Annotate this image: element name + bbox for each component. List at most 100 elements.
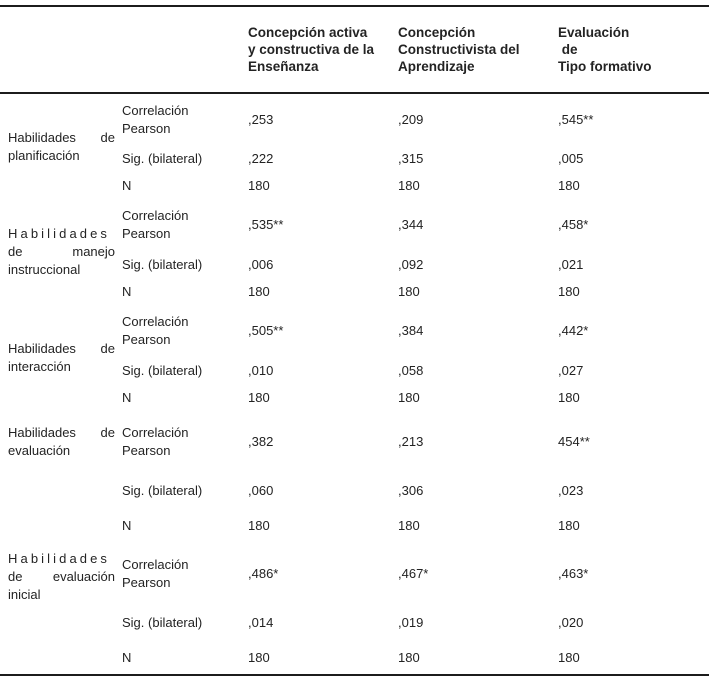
stat-label-n: N [122, 283, 132, 299]
group-label-line: de evaluación [8, 568, 115, 584]
cell-value: 180 [558, 649, 580, 665]
cell-value: ,005 [558, 150, 584, 166]
header-line: Evaluación [558, 25, 630, 40]
cell-value: ,021 [558, 256, 584, 272]
stat-label-pearson: Correlación Pearson [122, 102, 189, 136]
table-row: Sig. (bilateral) ,222 ,315 ,005 [0, 145, 709, 172]
cell-value: ,006 [248, 256, 274, 272]
stat-label-n: N [122, 518, 132, 534]
table-row: N 180 180 180 [0, 509, 709, 543]
group-label: Habilidades de evaluación inicial [0, 543, 122, 675]
group-label-line: instruccional [8, 261, 81, 277]
cell-value: ,442* [558, 323, 589, 339]
header-line: Aprendizaje [398, 59, 475, 74]
table-row: N 180 180 180 [0, 384, 709, 411]
group-evaluacion: Habilidades de evaluación Correlación Pea… [0, 411, 709, 543]
stat-label-sig: Sig. (bilateral) [122, 483, 203, 499]
cell-value: ,505** [248, 323, 284, 339]
cell-value: ,382 [248, 434, 274, 450]
stat-label-n: N [122, 389, 132, 405]
stat-label-n: N [122, 177, 132, 193]
table-header: Concepción activa y constructiva de la E… [0, 6, 709, 94]
cell-value: ,027 [558, 362, 584, 378]
table-row: Sig. (bilateral) ,060 ,306 ,023 [0, 473, 709, 509]
cell-value: ,344 [398, 217, 424, 233]
group-label-line: Habilidades [8, 226, 111, 242]
cell-value: 454** [558, 434, 590, 450]
header-row: Concepción activa y constructiva de la E… [0, 6, 709, 94]
group-manejo-instruccional: Habilidades de manejo instruccional Corre… [0, 199, 709, 305]
cell-value: 180 [558, 389, 580, 405]
group-label-line: planificación [8, 147, 80, 163]
cell-value: 180 [248, 283, 270, 299]
cell-value: 180 [398, 389, 420, 405]
cell-value: ,209 [398, 111, 424, 127]
cell-value: ,315 [398, 150, 424, 166]
cell-value: ,463* [558, 566, 589, 582]
cell-value: 180 [248, 649, 270, 665]
cell-value: 180 [558, 177, 580, 193]
cell-value: ,058 [398, 362, 424, 378]
group-evaluacion-inicial: Habilidades de evaluación inicial Correla… [0, 543, 709, 675]
table-row: Habilidades de evaluación inicial Correla… [0, 543, 709, 605]
column-header-evaluacion-formativa: Evaluación de Tipo formativo [558, 6, 709, 94]
group-label: Habilidades de evaluación [0, 411, 122, 543]
stat-label-n: N [122, 649, 132, 665]
stat-label-sig: Sig. (bilateral) [122, 150, 203, 166]
cell-value: ,060 [248, 483, 274, 499]
cell-value: ,306 [398, 483, 424, 499]
cell-value: 180 [398, 283, 420, 299]
group-label: Habilidades de planificación [0, 93, 122, 199]
group-label-line: Habilidades [8, 551, 111, 566]
cell-value: ,545** [558, 111, 594, 127]
stat-label-sig: Sig. (bilateral) [122, 615, 203, 631]
stat-label-sig: Sig. (bilateral) [122, 256, 203, 272]
column-header-concepcion-activa: Concepción activa y constructiva de la E… [248, 6, 398, 94]
group-label-line: Habilidades de [8, 425, 115, 440]
cell-value: ,535** [248, 217, 284, 233]
group-label-line: interacción [8, 359, 71, 374]
cell-value: ,020 [558, 615, 584, 631]
group-label-line: Habilidades de [8, 129, 115, 145]
header-line: de [558, 42, 578, 57]
table-row: N 180 180 180 [0, 278, 709, 305]
cell-value: ,019 [398, 615, 424, 631]
group-label-line: evaluación [8, 442, 71, 458]
table-row: Habilidades de interacción Correlación Pe… [0, 305, 709, 374]
stat-label-sig: Sig. (bilateral) [122, 362, 203, 378]
table-row: Habilidades de planificación Correlación … [0, 93, 709, 163]
cell-value: ,486* [248, 566, 279, 582]
cell-value: ,467* [398, 566, 429, 582]
table-row: Sig. (bilateral) ,010 ,058 ,027 [0, 357, 709, 384]
stat-label-pearson: Correlación Pearson [122, 425, 189, 458]
group-label: Habilidades de manejo instruccional [0, 199, 122, 305]
table-row: Sig. (bilateral) ,014 ,019 ,020 [0, 605, 709, 641]
table-row: Habilidades de manejo instruccional Corre… [0, 199, 709, 277]
header-line: Concepción activa [248, 25, 368, 40]
cell-value: 180 [398, 649, 420, 665]
group-label-line: inicial [8, 586, 41, 602]
header-spacer-stat [122, 6, 248, 94]
cell-value: 180 [558, 283, 580, 299]
cell-value: ,010 [248, 362, 274, 378]
group-label: Habilidades de interacción [0, 305, 122, 411]
header-line: Tipo formativo [558, 59, 652, 74]
correlation-table: Concepción activa y constructiva de la E… [0, 5, 709, 676]
table-row: Habilidades de evaluación Correlación Pea… [0, 411, 709, 473]
cell-value: ,014 [248, 615, 274, 631]
group-interaccion: Habilidades de interacción Correlación Pe… [0, 305, 709, 411]
cell-value: ,458* [558, 217, 589, 233]
cell-value: 180 [398, 177, 420, 193]
table-row: Sig. (bilateral) ,006 ,092 ,021 [0, 251, 709, 278]
cell-value: ,384 [398, 323, 424, 339]
table-row: N 180 180 180 [0, 172, 709, 199]
stat-label-pearson: Correlación Pearson [122, 208, 189, 241]
table-row: N 180 180 180 [0, 641, 709, 675]
column-header-concepcion-constructivista: Concepción Constructivista del Aprendiza… [398, 6, 558, 94]
group-label-line: de manejo [8, 244, 115, 260]
stat-label-pearson: Correlación Pearson [122, 314, 189, 347]
cell-value: 180 [248, 518, 270, 534]
cell-value: ,213 [398, 434, 424, 450]
header-line: y constructiva de la [248, 42, 375, 57]
